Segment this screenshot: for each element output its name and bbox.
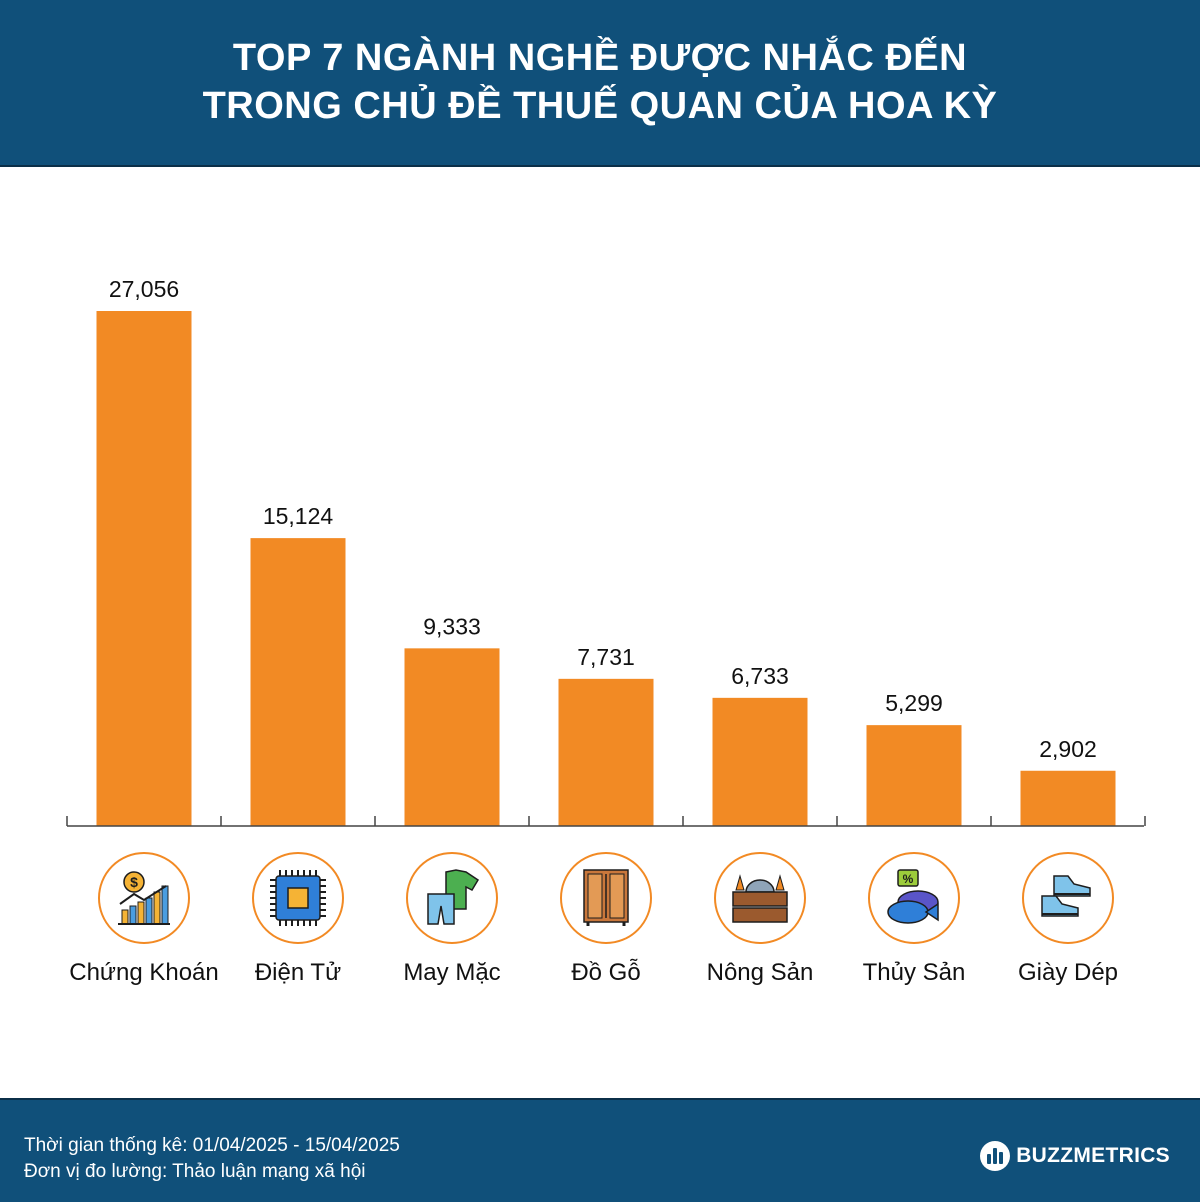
bar-value-label: 5,299 — [885, 690, 943, 716]
bar — [866, 725, 962, 826]
footer-banner: Thời gian thống kê: 01/04/2025 - 15/04/2… — [0, 1098, 1200, 1202]
clothing-icon — [406, 852, 498, 944]
footer-period: Thời gian thống kê: 01/04/2025 - 15/04/2… — [24, 1135, 400, 1156]
bar-value-label: 2,902 — [1039, 736, 1097, 762]
category-label: Điện Tử — [255, 959, 341, 986]
buzzmetrics-logo-icon — [980, 1141, 1011, 1171]
bar-value-label: 15,124 — [263, 503, 334, 529]
chart-title-line-2: TRONG CHỦ ĐỀ THUẾ QUAN CỦA HOA KỲ — [202, 85, 998, 127]
category-label: May Mặc — [403, 959, 500, 986]
svg-text:%: % — [903, 872, 914, 886]
wooden-cabinet-icon — [560, 852, 652, 944]
brand-logo: BUZZMETRICS — [980, 1140, 1170, 1172]
microchip-icon — [252, 852, 344, 944]
category-label: Chứng Khoán — [69, 959, 219, 986]
chart-title-line-1: TOP 7 NGÀNH NGHỀ ĐƯỢC NHẮC ĐẾN — [232, 37, 968, 79]
footer-unit: Đơn vị đo lường: Thảo luận mạng xã hội — [24, 1161, 366, 1182]
category-label: Thủy Sản — [863, 959, 966, 986]
sneakers-icon — [1022, 852, 1114, 944]
category-label: Nông Sản — [707, 959, 814, 986]
bar — [250, 538, 346, 826]
bar — [712, 697, 808, 826]
brand-name: BUZZMETRICS — [1016, 1144, 1170, 1167]
bar-value-label: 7,731 — [577, 644, 635, 670]
stock-chart-icon: $ — [98, 852, 190, 944]
bar-chart: 27,056 15,124 9,333 7,731 6,733 5,299 2,902 $ Ch… — [66, 276, 1146, 986]
svg-text:$: $ — [130, 874, 138, 890]
category-label: Giày Dép — [1018, 959, 1118, 986]
bar — [558, 678, 654, 826]
bar-value-label: 6,733 — [731, 663, 789, 689]
category-label: Đồ Gỗ — [571, 959, 640, 986]
fish-icon: % — [868, 852, 960, 944]
bar-value-label: 27,056 — [109, 276, 179, 302]
produce-crate-icon — [714, 852, 806, 944]
bar-value-label: 9,333 — [423, 613, 481, 639]
bar — [1020, 770, 1116, 826]
bar — [96, 311, 192, 826]
header-banner: TOP 7 NGÀNH NGHỀ ĐƯỢC NHẮC ĐẾN TRONG CHỦ… — [0, 0, 1200, 167]
bar — [404, 648, 500, 826]
